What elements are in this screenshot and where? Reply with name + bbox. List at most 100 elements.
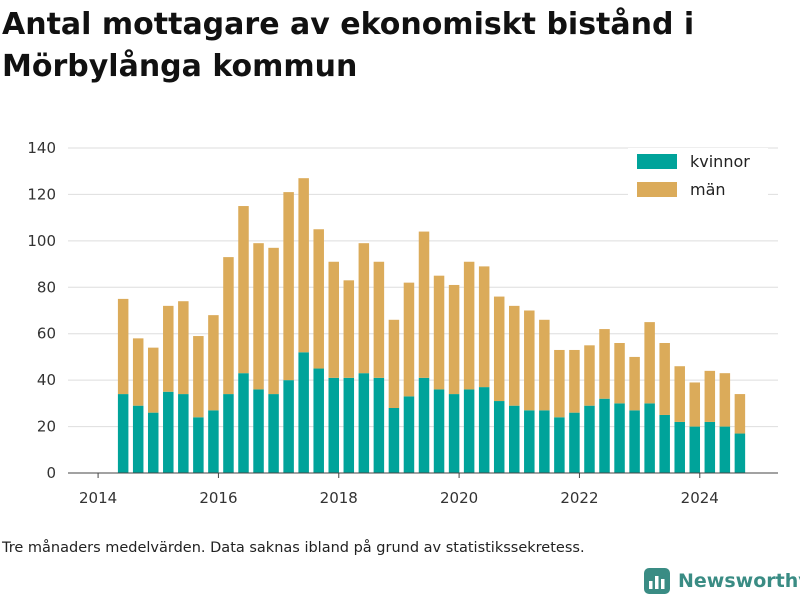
bar-kvinnor xyxy=(433,389,445,473)
bar-män xyxy=(328,261,339,378)
y-tick-label: 40 xyxy=(37,371,56,389)
bar-män xyxy=(388,319,400,408)
legend: kvinnor män xyxy=(628,148,768,206)
bar-kvinnor xyxy=(524,410,535,473)
bar-män xyxy=(358,243,370,374)
bar-kvinnor xyxy=(178,394,189,473)
bar-män xyxy=(554,349,565,418)
bar-män xyxy=(448,284,460,395)
bar-män xyxy=(509,305,520,406)
y-tick-label: 100 xyxy=(27,232,56,250)
bar-kvinnor xyxy=(343,377,355,473)
chart-title: Antal mottagare av ekonomiskt bistånd i … xyxy=(2,7,695,84)
bar-kvinnor xyxy=(704,421,716,473)
bar-män xyxy=(463,261,475,390)
bar-män xyxy=(659,343,670,415)
bar-män xyxy=(238,206,249,374)
bar-kvinnor xyxy=(283,380,294,473)
bar-kvinnor xyxy=(659,414,670,473)
y-tick-label: 60 xyxy=(37,325,56,343)
x-tick-label: 2014 xyxy=(79,489,117,507)
bar-kvinnor xyxy=(147,412,159,473)
bar-män xyxy=(569,349,580,413)
bar-kvinnor xyxy=(539,410,550,473)
bar-män xyxy=(193,336,204,418)
brand-name: Newsworthy xyxy=(678,570,800,592)
bar-män xyxy=(132,338,144,406)
bar-män xyxy=(223,257,234,395)
bar-män xyxy=(433,275,445,390)
x-tick-label: 2024 xyxy=(681,489,719,507)
bar-män xyxy=(403,282,415,397)
bar-män xyxy=(478,266,490,388)
bar-män xyxy=(178,301,189,395)
bar-män xyxy=(689,382,701,427)
x-tick-label: 2016 xyxy=(199,489,237,507)
bar-kvinnor xyxy=(463,389,475,473)
x-tick-label: 2020 xyxy=(440,489,478,507)
bar-kvinnor xyxy=(719,426,731,473)
legend-swatch-män xyxy=(637,182,677,197)
bar-kvinnor xyxy=(358,373,370,473)
bar-kvinnor xyxy=(644,403,655,473)
bar-män xyxy=(629,356,640,411)
bar-män xyxy=(614,343,625,404)
bar-kvinnor xyxy=(554,417,565,473)
bar-män xyxy=(373,261,385,378)
bar-män xyxy=(313,229,324,369)
bar-män xyxy=(644,322,655,404)
bar-män xyxy=(117,298,129,395)
bar-kvinnor xyxy=(238,373,249,473)
bar-kvinnor xyxy=(163,391,174,473)
bar-män xyxy=(524,310,535,411)
bar-män xyxy=(253,243,264,390)
legend-label-kvinnor: kvinnor xyxy=(690,152,750,171)
bar-män xyxy=(343,280,355,378)
bar-män xyxy=(493,296,505,402)
x-tick-label: 2022 xyxy=(560,489,598,507)
y-tick-label: 80 xyxy=(37,278,56,296)
bar-män xyxy=(208,315,219,411)
bar-män xyxy=(599,329,610,399)
bar-kvinnor xyxy=(313,368,324,473)
bar-kvinnor xyxy=(132,405,144,473)
y-tick-label: 140 xyxy=(27,139,56,157)
bar-kvinnor xyxy=(614,403,625,473)
y-tick-label: 120 xyxy=(27,185,56,203)
bar-kvinnor xyxy=(373,377,385,473)
x-axis: 2014 2016 2018 2020 2022 2024 xyxy=(79,473,719,507)
bar-kvinnor xyxy=(689,426,701,473)
bar-män xyxy=(268,247,279,395)
bar-kvinnor xyxy=(478,387,490,473)
legend-swatch-kvinnor xyxy=(637,154,677,169)
bar-kvinnor xyxy=(223,394,234,473)
bar-män xyxy=(704,370,716,422)
bar-kvinnor xyxy=(599,398,610,473)
y-tick-label: 20 xyxy=(37,418,56,436)
bar-män xyxy=(734,394,746,434)
bar-kvinnor xyxy=(493,401,505,473)
bar-män xyxy=(539,319,550,411)
bar-kvinnor xyxy=(448,394,460,473)
bar-kvinnor xyxy=(208,410,219,473)
newsworthy-logo-icon xyxy=(644,568,670,594)
x-tick-label: 2018 xyxy=(320,489,358,507)
bar-män xyxy=(719,373,731,427)
bar-män xyxy=(298,178,309,353)
bar-kvinnor xyxy=(418,377,430,473)
bar-kvinnor xyxy=(734,433,746,473)
bar-kvinnor xyxy=(298,352,309,473)
bar-män xyxy=(283,192,294,381)
bar-kvinnor xyxy=(584,405,595,473)
bar-män xyxy=(584,345,595,406)
bar-kvinnor xyxy=(268,394,279,473)
bar-kvinnor xyxy=(509,405,520,473)
y-tick-label: 0 xyxy=(46,464,56,482)
legend-label-män: män xyxy=(690,180,726,199)
bar-män xyxy=(674,366,685,422)
bar-kvinnor xyxy=(388,408,400,473)
bar-kvinnor xyxy=(674,421,685,473)
y-axis: 0 20 40 60 80 100 120 140 xyxy=(27,139,56,482)
bar-kvinnor xyxy=(253,389,264,473)
bar-kvinnor xyxy=(328,377,339,473)
